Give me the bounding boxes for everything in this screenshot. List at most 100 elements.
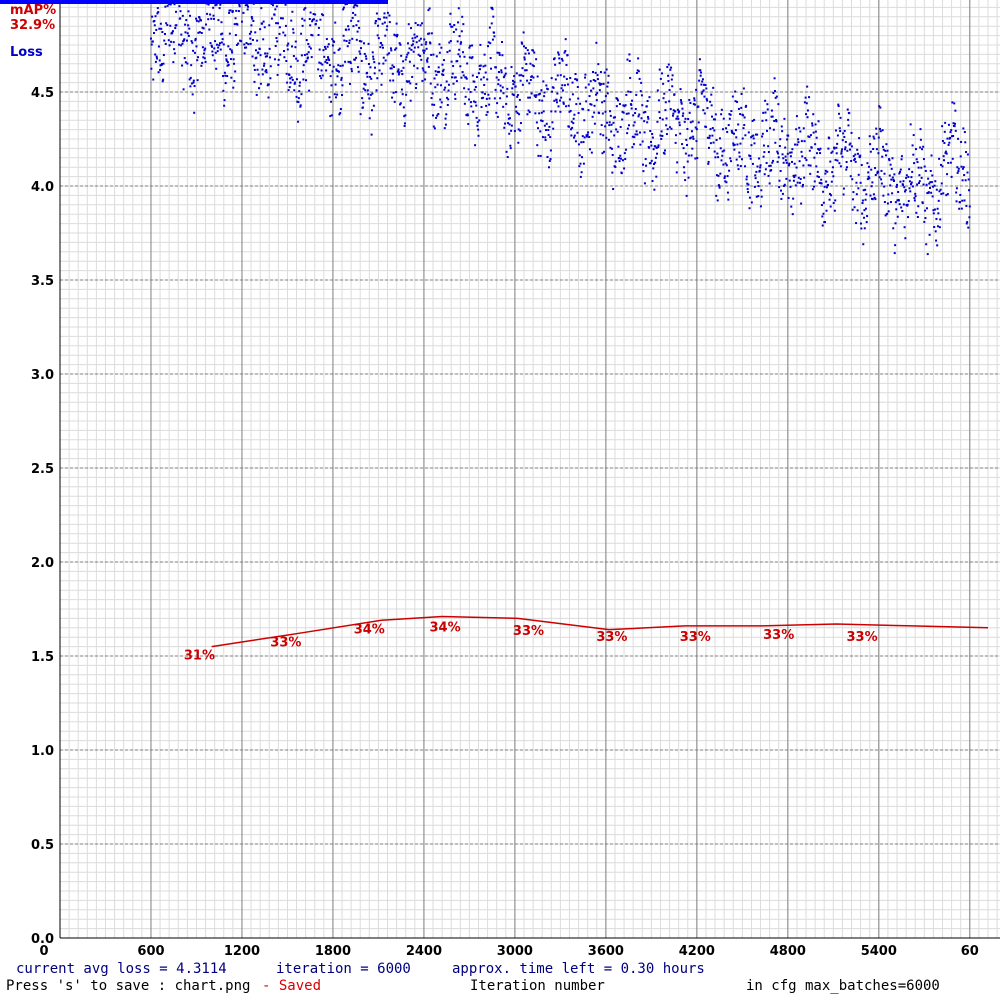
loss-point <box>608 121 611 124</box>
loss-point <box>798 160 801 163</box>
loss-point <box>213 59 216 62</box>
loss-point <box>243 46 246 49</box>
loss-point <box>492 15 495 18</box>
loss-point <box>772 128 775 131</box>
loss-point <box>211 45 214 48</box>
loss-point <box>462 23 465 26</box>
loss-point <box>637 57 640 60</box>
loss-point <box>630 107 633 110</box>
loss-point <box>664 149 667 152</box>
loss-point <box>236 43 239 46</box>
loss-point <box>590 103 593 106</box>
loss-point <box>516 112 519 115</box>
loss-point <box>820 204 823 207</box>
loss-point <box>844 148 847 151</box>
loss-point <box>716 199 719 202</box>
loss-point <box>958 201 961 204</box>
loss-point <box>744 105 747 108</box>
loss-point <box>917 205 920 208</box>
loss-point <box>740 92 743 95</box>
loss-point <box>724 180 727 183</box>
loss-point <box>342 8 345 11</box>
loss-point <box>557 51 560 54</box>
loss-point <box>623 105 626 108</box>
loss-point <box>311 18 314 21</box>
loss-point <box>164 5 167 8</box>
loss-point <box>570 120 573 123</box>
loss-point <box>711 115 714 118</box>
loss-point <box>707 146 710 149</box>
loss-point <box>842 132 845 135</box>
loss-point <box>160 63 163 66</box>
loss-point <box>913 162 916 165</box>
loss-point <box>880 169 883 172</box>
loss-point <box>482 96 485 99</box>
loss-point <box>884 214 887 217</box>
loss-point <box>828 192 831 195</box>
loss-point <box>489 42 492 45</box>
loss-point <box>893 173 896 176</box>
loss-point <box>715 138 718 141</box>
loss-point <box>210 44 213 47</box>
loss-point <box>328 59 331 62</box>
loss-point <box>310 33 313 36</box>
loss-point <box>722 117 725 120</box>
loss-point <box>512 83 515 86</box>
loss-point <box>599 83 602 86</box>
loss-point <box>368 97 371 100</box>
loss-point <box>773 77 776 80</box>
loss-point <box>902 203 905 206</box>
loss-point <box>644 158 647 161</box>
loss-point <box>237 42 240 45</box>
loss-point <box>751 119 754 122</box>
loss-point <box>311 34 314 37</box>
loss-point <box>421 67 424 70</box>
map-labels: 31%33%34% 34% 33% 33% 33% 33% 33% <box>184 620 878 663</box>
loss-point <box>203 52 206 55</box>
loss-point <box>580 156 583 159</box>
loss-point <box>397 70 400 73</box>
loss-point <box>481 91 484 94</box>
loss-point <box>391 64 394 67</box>
loss-point <box>196 79 199 82</box>
loss-point <box>781 153 784 156</box>
loss-point <box>955 187 958 190</box>
loss-point <box>539 154 542 157</box>
loss-point <box>181 42 184 45</box>
loss-point <box>402 106 405 109</box>
loss-point <box>931 174 934 177</box>
loss-point <box>670 78 673 81</box>
loss-point <box>806 85 809 88</box>
loss-point <box>618 156 621 159</box>
loss-point <box>604 125 607 128</box>
loss-point <box>651 136 654 139</box>
loss-point <box>728 113 731 116</box>
loss-point <box>950 175 953 178</box>
loss-point <box>649 162 652 165</box>
loss-point <box>814 143 817 146</box>
x-tick-label: 1800 <box>315 944 351 959</box>
loss-point <box>292 28 295 31</box>
loss-point <box>595 41 598 44</box>
loss-point <box>334 96 337 99</box>
loss-point <box>935 188 938 191</box>
loss-point <box>231 10 234 13</box>
loss-point <box>294 81 297 84</box>
loss-point <box>726 175 729 178</box>
loss-point <box>446 51 449 54</box>
loss-point <box>646 121 649 124</box>
loss-point <box>673 93 676 96</box>
loss-point <box>220 33 223 36</box>
loss-point <box>372 55 375 58</box>
y-tick-label: 4.0 <box>31 180 54 195</box>
loss-point <box>599 133 602 136</box>
loss-point <box>722 128 725 131</box>
loss-point <box>881 129 884 132</box>
loss-point <box>951 157 954 160</box>
loss-point <box>153 32 156 35</box>
loss-point <box>899 180 902 183</box>
loss-point <box>790 151 793 154</box>
loss-point <box>689 102 692 105</box>
loss-point <box>931 195 934 198</box>
loss-point <box>817 175 820 178</box>
